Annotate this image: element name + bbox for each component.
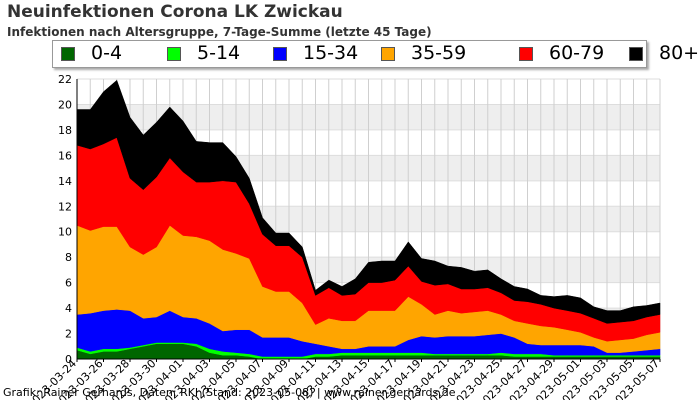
- y-tick-label: 22: [58, 73, 72, 86]
- y-tick-label: 18: [58, 124, 72, 137]
- legend-label: 60-79: [549, 42, 605, 64]
- y-tick-label: 4: [65, 302, 72, 315]
- legend-label: 0-4: [91, 42, 123, 64]
- legend-swatch: [273, 47, 287, 61]
- chart-footer: Grafik: Rainer Gerhards, Daten: RKI (Sta…: [3, 386, 456, 399]
- y-tick-label: 6: [65, 277, 72, 290]
- legend-swatch: [629, 47, 643, 61]
- legend-label: 5-14: [197, 42, 241, 64]
- legend-swatch: [61, 47, 75, 61]
- legend-label: 80+: [659, 42, 700, 64]
- y-tick-label: 0: [65, 353, 72, 366]
- legend-label: 15-34: [303, 42, 359, 64]
- chart-subtitle: Infektionen nach Altersgruppe, 7-Tage-Su…: [7, 25, 432, 39]
- chart-title: Neuinfektionen Corona LK Zwickau: [7, 2, 343, 22]
- y-tick-label: 2: [65, 328, 72, 341]
- legend-swatch: [519, 47, 533, 61]
- y-tick-label: 12: [58, 200, 72, 213]
- y-tick-label: 8: [65, 251, 72, 264]
- legend-swatch: [381, 47, 395, 61]
- y-tick-label: 10: [58, 226, 72, 239]
- y-tick-label: 14: [58, 175, 72, 188]
- y-tick-label: 20: [58, 98, 72, 111]
- area-series-80+: [76, 79, 661, 324]
- legend-swatch: [167, 47, 181, 61]
- chart-legend: 0-4 5-14 15-34 35-59 60-79 80+: [52, 40, 699, 68]
- legend-label: 35-59: [411, 42, 467, 64]
- y-tick-label: 16: [58, 149, 72, 162]
